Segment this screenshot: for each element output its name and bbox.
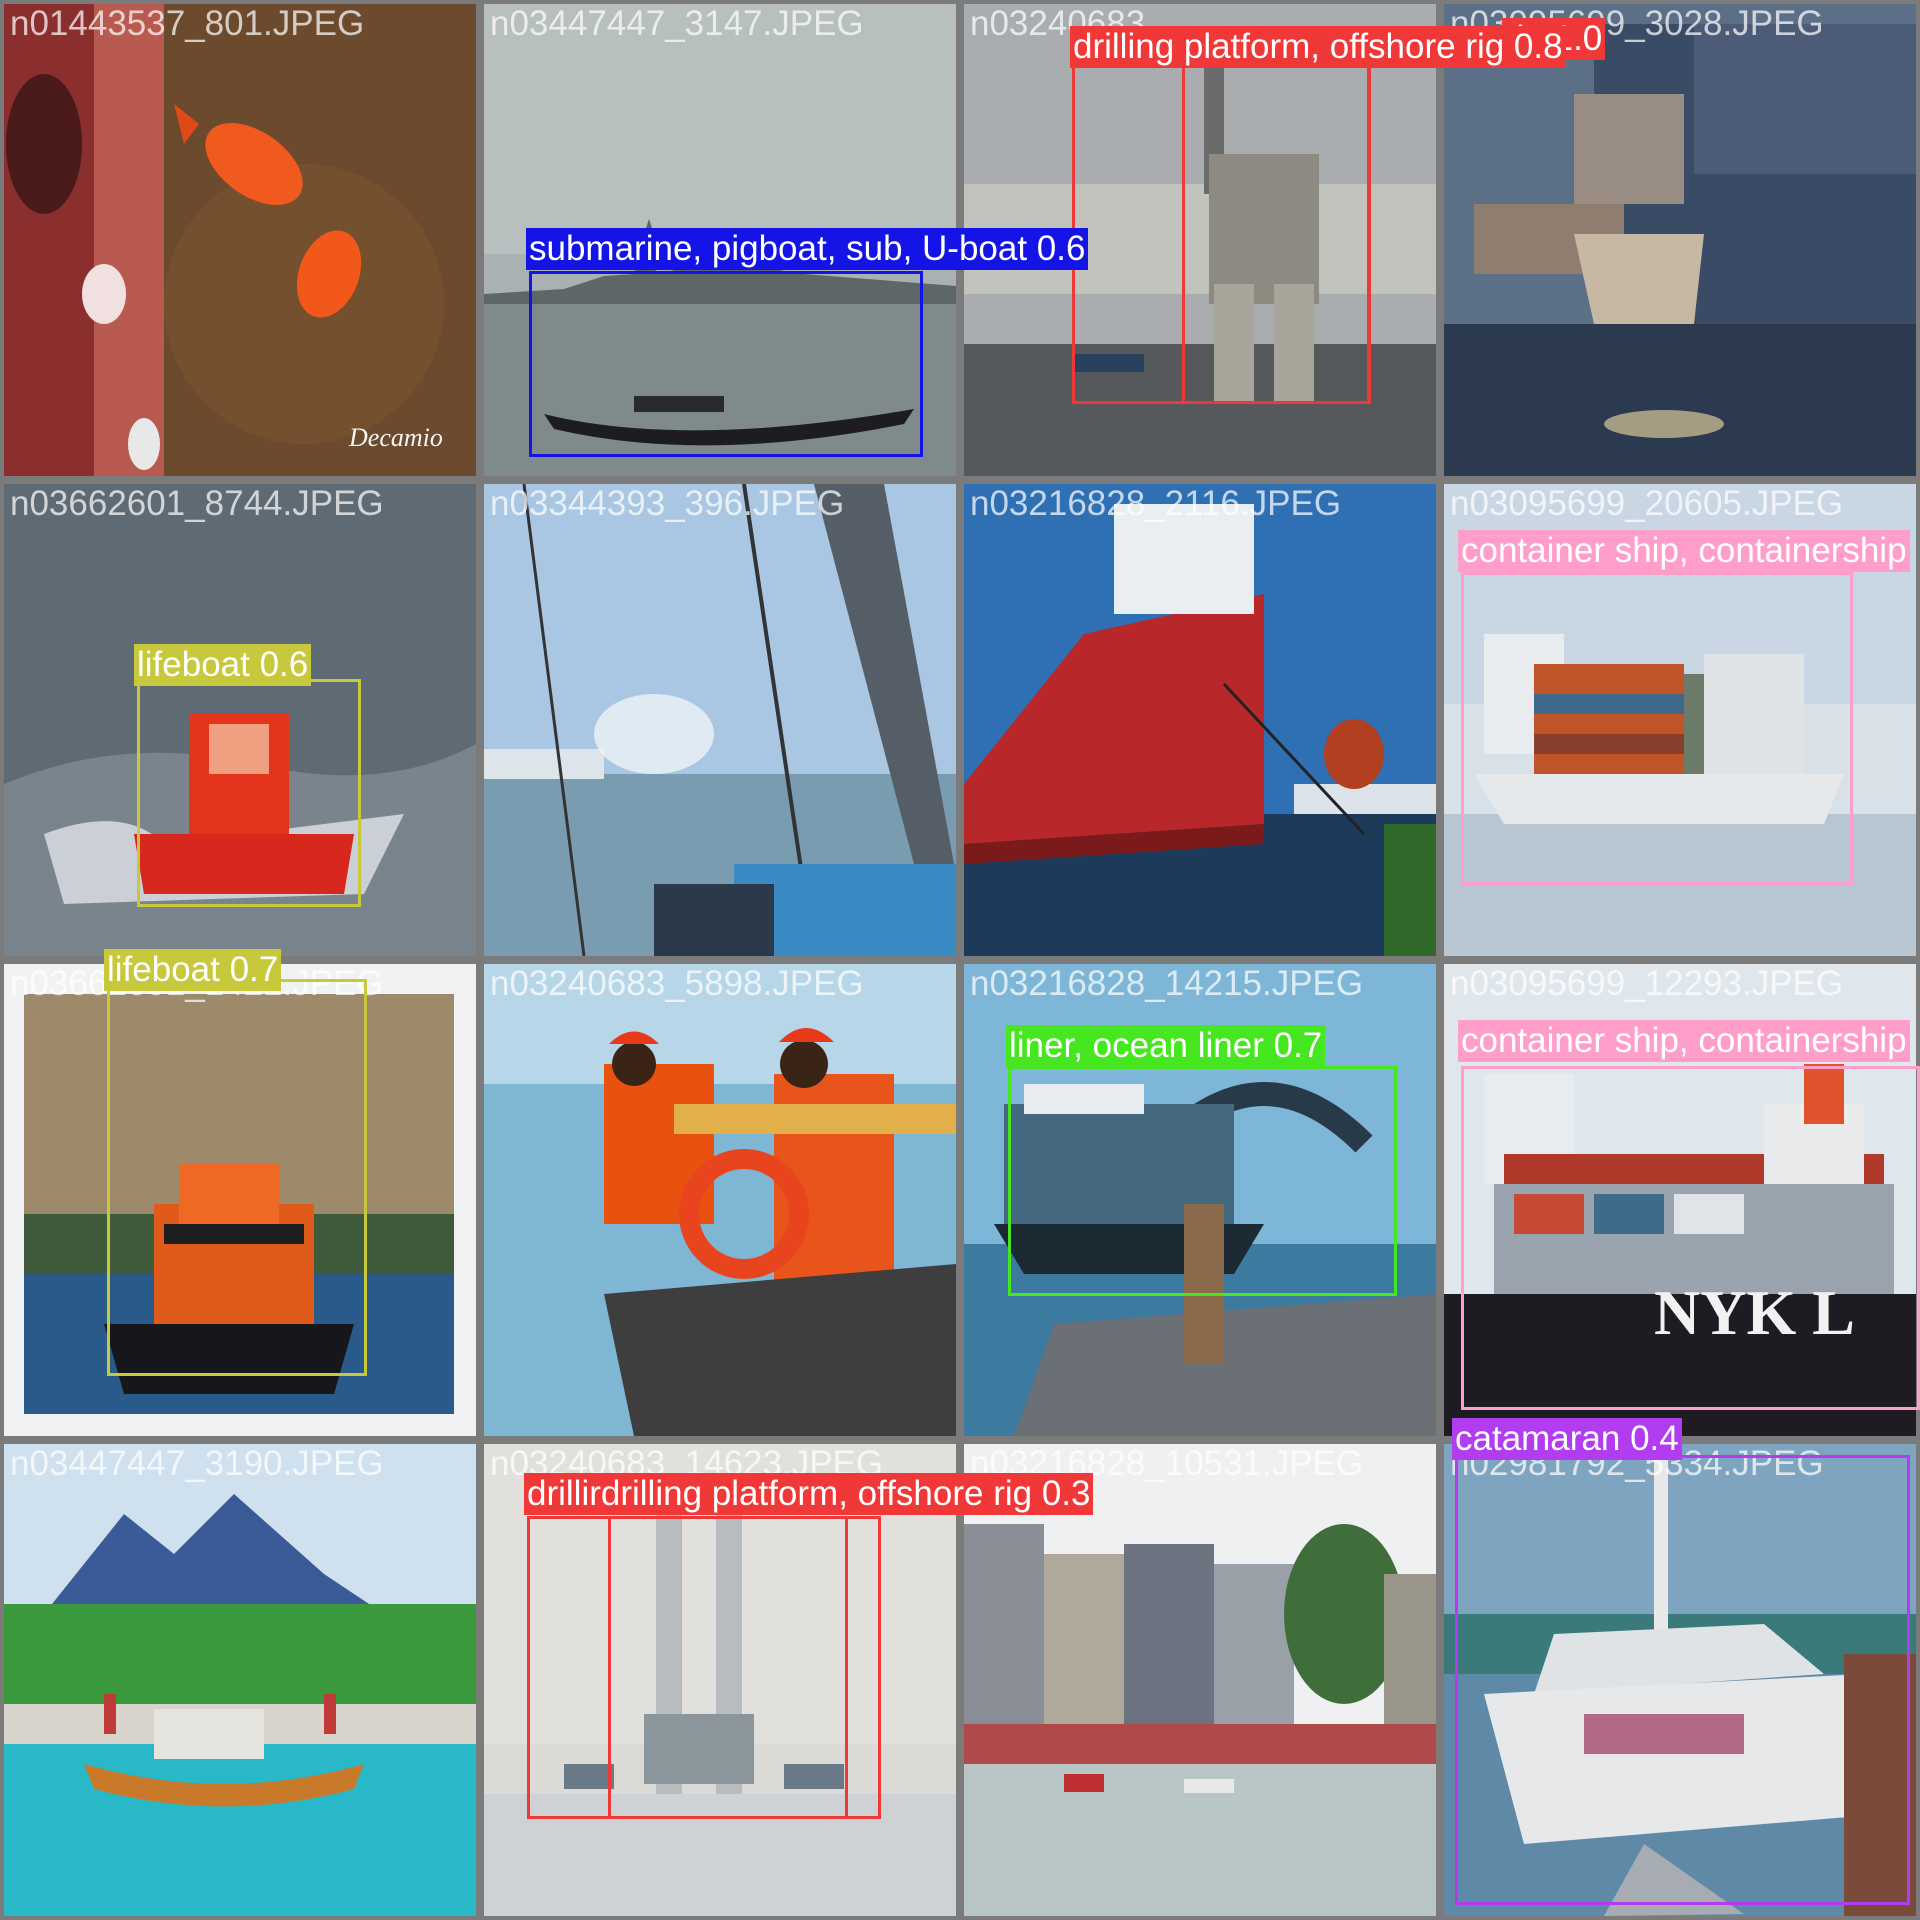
tile-filename: n01443537_801.JPEG [10, 4, 365, 43]
bbox-rig-c-inner [608, 1516, 848, 1819]
label-rig-c: drillirdrilling platform, offshore rig 0… [524, 1473, 1094, 1515]
tile-filename: n03662601_8744.JPEG [10, 484, 384, 523]
catamaran-image [1444, 1444, 1916, 1916]
workers-image [484, 964, 956, 1436]
tile-filename: n03216828_14215.JPEG [970, 964, 1364, 1003]
tile-workers: n03240683_5898.JPEG [484, 964, 956, 1436]
tile-rig: n03240683_... [964, 4, 1436, 476]
tile-filename: n03447447_3190.JPEG [10, 1444, 384, 1483]
containership-image-1 [1444, 4, 1916, 476]
label-liner: liner, ocean liner 0.7 [1006, 1025, 1326, 1067]
label-catamaran: catamaran 0.4 [1452, 1418, 1682, 1460]
tile-red-ship: n03216828_2116.JPEG [964, 484, 1436, 956]
bbox-lifeboat-b [107, 979, 367, 1376]
tile-filename: n03095699_12293.JPEG [1450, 964, 1844, 1003]
watermark-text: Decamio [348, 423, 443, 452]
harbor-image [964, 1444, 1436, 1916]
bbox-rig-b [1182, 64, 1370, 404]
tile-canal-boat: n03447447_3190.JPEG [4, 1444, 476, 1916]
canal-boat-image [4, 1444, 476, 1916]
rig-image [964, 4, 1436, 476]
hull-text: NYK L [1654, 1277, 1855, 1348]
tile-filename: n03095699_20605.JPEG [1450, 484, 1844, 523]
label-submarine: submarine, pigboat, sub, U-boat 0.6 [526, 228, 1089, 270]
tile-harbor: n03216828_10531.JPEG [964, 1444, 1436, 1916]
tile-lifeboat-2: n03662601_1421.JPEG [4, 964, 476, 1436]
tile-filename: n03447447_3147.JPEG [490, 4, 864, 43]
goldfish-image: Decamio [4, 4, 476, 476]
tile-filename: n03240683_5898.JPEG [490, 964, 864, 1003]
tile-filename: n03216828_2116.JPEG [970, 484, 1342, 523]
tile-filename: n03344393_396.JPEG [490, 484, 845, 523]
tile-containership-1: n03095699_3028.JPEG [1444, 4, 1916, 476]
tile-goldfish: Decamio n01443537_801.JPEG [4, 4, 476, 476]
bbox-lifeboat-a [137, 679, 361, 907]
bbox-container-b [1461, 1066, 1920, 1410]
label-container-a: container ship, containership [1458, 530, 1910, 572]
bbox-submarine [529, 271, 923, 457]
bbox-liner [1008, 1066, 1397, 1296]
bbox-container-a [1461, 572, 1853, 885]
tile-catamaran: n02981792_5334.JPEG [1444, 1444, 1916, 1916]
bbox-catamaran [1455, 1455, 1910, 1905]
label-container-b: container ship, containership [1458, 1020, 1910, 1062]
label-lifeboat-b: lifeboat 0.7 [104, 949, 282, 991]
mast-image [484, 484, 956, 956]
tile-mast: n03344393_396.JPEG [484, 484, 956, 956]
red-ship-image [964, 484, 1436, 956]
lifeboat-image-2 [4, 964, 476, 1436]
label-lifeboat-a: lifeboat 0.6 [134, 644, 312, 686]
label-rig-a: drilling platform, offshore rig 0.8 [1070, 26, 1566, 68]
